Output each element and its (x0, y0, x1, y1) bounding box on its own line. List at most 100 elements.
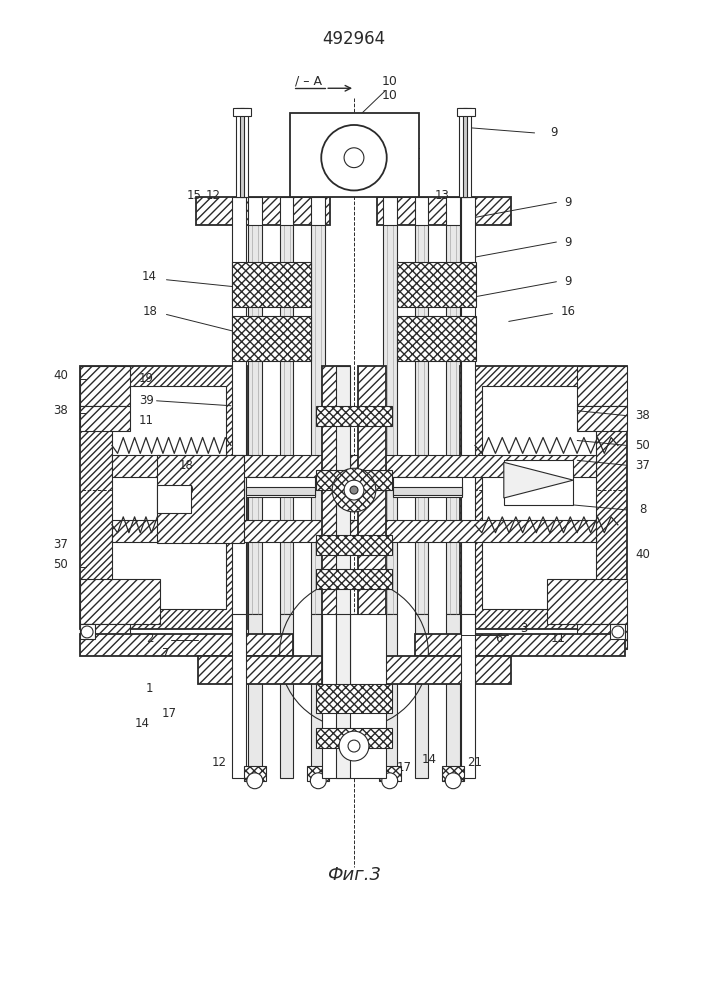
Bar (80, 624, 130, 649)
Text: 20: 20 (179, 484, 194, 497)
Bar (316, 470, 392, 490)
Bar (197, 197, 330, 225)
Bar (461, 614, 475, 778)
Bar (446, 614, 460, 778)
Circle shape (344, 480, 364, 500)
Bar (248, 197, 262, 614)
Bar (236, 108, 248, 197)
Text: 11: 11 (551, 632, 566, 645)
Bar (198, 656, 332, 684)
Text: / – A: / – A (295, 75, 322, 88)
Bar (446, 197, 460, 614)
Circle shape (348, 740, 360, 752)
Bar (232, 197, 246, 644)
Bar (414, 614, 428, 778)
Text: 12: 12 (211, 756, 226, 769)
Bar (460, 366, 627, 629)
Bar (279, 614, 293, 778)
Bar (232, 316, 311, 361)
Circle shape (344, 148, 364, 168)
Text: 15: 15 (187, 189, 201, 202)
Text: 6: 6 (495, 632, 503, 645)
Bar (80, 366, 130, 406)
Bar (446, 197, 460, 225)
Bar (112, 520, 360, 542)
Bar (414, 197, 428, 225)
Text: 14: 14 (134, 717, 150, 730)
Bar (244, 766, 266, 781)
Bar (246, 477, 315, 497)
Bar (382, 197, 397, 614)
Bar (233, 108, 251, 116)
Circle shape (321, 125, 387, 190)
Bar (377, 197, 510, 225)
Text: 40: 40 (54, 369, 69, 382)
Text: 18: 18 (142, 305, 157, 318)
Bar (504, 460, 573, 505)
Text: 40: 40 (636, 548, 650, 561)
Bar (112, 455, 360, 477)
Text: 50: 50 (636, 439, 650, 452)
Text: 9: 9 (551, 126, 558, 139)
Text: 1: 1 (146, 682, 153, 695)
Circle shape (445, 773, 461, 789)
Text: 21: 21 (467, 756, 483, 769)
Bar (577, 624, 627, 649)
Bar (311, 614, 325, 778)
Circle shape (81, 626, 93, 638)
Bar (156, 485, 192, 513)
Bar (316, 728, 392, 748)
Bar (232, 614, 246, 778)
Polygon shape (504, 462, 573, 498)
Circle shape (247, 773, 263, 789)
Bar (80, 406, 130, 431)
Text: Фиг.3: Фиг.3 (327, 866, 381, 884)
Circle shape (332, 468, 376, 512)
Bar (350, 520, 596, 542)
Bar (112, 386, 226, 609)
Bar (316, 569, 392, 589)
Bar (358, 366, 386, 684)
Text: 3: 3 (520, 622, 527, 635)
Bar (246, 487, 315, 495)
Text: 14: 14 (142, 270, 157, 283)
Text: 38: 38 (636, 409, 650, 422)
Bar (232, 262, 311, 307)
Bar (577, 406, 627, 431)
Bar (397, 262, 476, 307)
Bar (322, 366, 350, 684)
Text: 11: 11 (139, 414, 153, 427)
Text: 16: 16 (561, 305, 575, 318)
Bar (459, 108, 471, 197)
Text: 12: 12 (206, 189, 221, 202)
Bar (461, 197, 475, 644)
Text: 19: 19 (139, 372, 153, 385)
Text: 10: 10 (382, 75, 397, 88)
Bar (80, 366, 247, 629)
Text: 8: 8 (639, 503, 646, 516)
Bar (316, 684, 392, 713)
Bar (316, 535, 392, 555)
Text: 17: 17 (397, 761, 412, 774)
Bar (463, 108, 467, 197)
Bar (316, 406, 392, 426)
Bar (80, 624, 95, 639)
Text: 17: 17 (161, 707, 177, 720)
Text: 7: 7 (162, 647, 170, 660)
Bar (547, 579, 627, 624)
Bar (240, 108, 244, 197)
Text: 13: 13 (346, 761, 361, 774)
Bar (392, 487, 462, 495)
Text: 13: 13 (434, 189, 449, 202)
Text: 38: 38 (54, 404, 69, 417)
Text: 492964: 492964 (322, 30, 385, 48)
Bar (80, 634, 293, 656)
Circle shape (382, 773, 397, 789)
Text: 9: 9 (565, 275, 572, 288)
Text: 2: 2 (146, 632, 153, 645)
Text: 39: 39 (139, 394, 153, 407)
Text: 14: 14 (422, 753, 437, 766)
Bar (279, 197, 293, 614)
Text: 37: 37 (54, 538, 69, 551)
Bar (414, 197, 428, 614)
